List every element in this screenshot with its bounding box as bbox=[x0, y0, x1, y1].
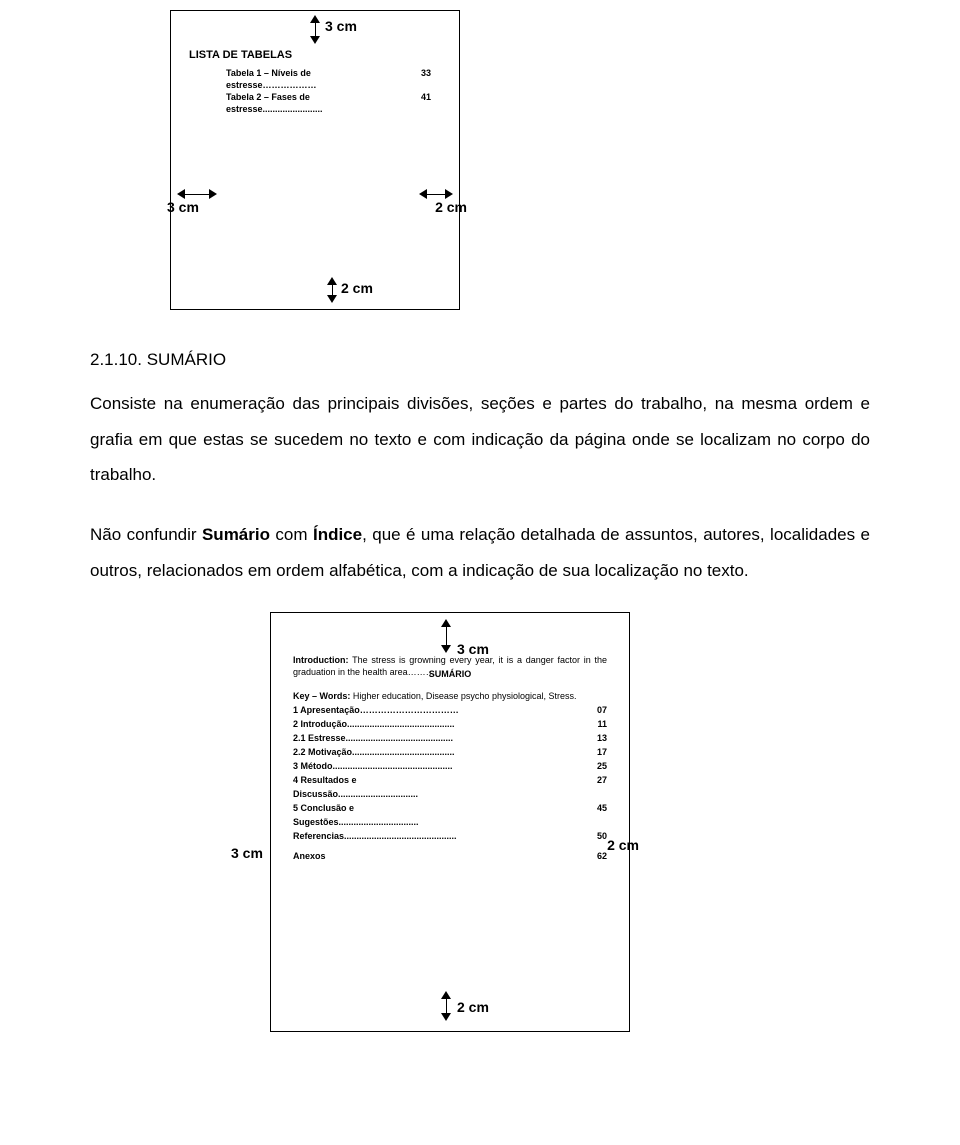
mini-page-content: Introduction: The stress is growning eve… bbox=[293, 655, 607, 863]
toc-row: Discussão...............................… bbox=[293, 788, 607, 802]
toc-label: 2.1 Estresse............................… bbox=[293, 732, 583, 746]
top-margin-label: 3 cm bbox=[325, 18, 357, 34]
table-row: estresse........................ bbox=[226, 103, 431, 116]
mini-table: Tabela 1 – Níveis de 33 estresse……………… T… bbox=[226, 67, 434, 115]
bottom-margin-label: 2 cm bbox=[457, 999, 489, 1015]
toc-row: 3 Método................................… bbox=[293, 760, 607, 774]
intro-label: Introduction: bbox=[293, 655, 349, 665]
table-row-left: estresse........................ bbox=[226, 103, 431, 116]
toc-label: 1 Apresentação…………………………… bbox=[293, 704, 583, 718]
toc-label: Discussão...............................… bbox=[293, 788, 607, 802]
text: com bbox=[270, 525, 313, 544]
mini-page-lista-tabelas: 3 cm LISTA DE TABELAS Tabela 1 – Níveis … bbox=[170, 10, 460, 310]
top-margin-arrow bbox=[310, 15, 320, 44]
toc-page: 07 bbox=[583, 704, 607, 718]
toc-page: 17 bbox=[583, 746, 607, 760]
bottom-margin-arrow bbox=[327, 277, 337, 303]
toc-label: 3 Método................................… bbox=[293, 760, 583, 774]
toc-label: 5 Conclusão e bbox=[293, 802, 463, 816]
document-page: 3 cm LISTA DE TABELAS Tabela 1 – Níveis … bbox=[0, 0, 960, 1112]
right-margin-arrow bbox=[419, 189, 453, 199]
term-indice: Índice bbox=[313, 525, 362, 544]
right-margin-label: 2 cm bbox=[435, 199, 467, 215]
toc-page: 62 bbox=[583, 850, 607, 864]
bottom-margin-arrow bbox=[441, 991, 451, 1021]
mini-page-sumario: 3 cm Introduction: The stress is grownin… bbox=[270, 612, 630, 1032]
left-margin-label: 3 cm bbox=[167, 199, 199, 215]
keywords-text: Key – Words: Higher education, Disease p… bbox=[293, 691, 607, 702]
right-margin-label: 2 cm bbox=[607, 837, 639, 853]
toc-row: 1 Apresentação……………………………07 bbox=[293, 704, 607, 718]
toc-page: 45 bbox=[583, 802, 607, 816]
toc-label: 2.2 Motivação...........................… bbox=[293, 746, 583, 760]
term-sumario: Sumário bbox=[202, 525, 270, 544]
toc-row: Sugestões...............................… bbox=[293, 816, 607, 830]
toc-page: 50 bbox=[583, 830, 607, 844]
table-row: estresse……………… bbox=[226, 79, 431, 92]
section-heading: 2.1.10. SUMÁRIO bbox=[90, 350, 870, 370]
bottom-margin-label: 2 cm bbox=[341, 280, 373, 296]
toc-page: 13 bbox=[583, 732, 607, 746]
toc-row: Referencias.............................… bbox=[293, 830, 607, 844]
left-margin-arrow bbox=[177, 189, 217, 199]
keywords-label: Key – Words: bbox=[293, 691, 350, 701]
toc-row: 2.1 Estresse............................… bbox=[293, 732, 607, 746]
toc-page: 11 bbox=[583, 718, 607, 732]
toc-page: 25 bbox=[583, 760, 607, 774]
toc-label: 4 Resultados e bbox=[293, 774, 463, 788]
toc: 1 Apresentação……………………………07 2 Introdução… bbox=[293, 704, 607, 863]
top-margin-arrow bbox=[441, 619, 451, 653]
toc-label: 2 Introdução............................… bbox=[293, 718, 583, 732]
body-paragraph: Não confundir Sumário com Índice, que é … bbox=[90, 517, 870, 588]
toc-row: 5 Conclusão e 45 bbox=[293, 802, 607, 816]
toc-row: 4 Resultados e 27 bbox=[293, 774, 607, 788]
mini-page-title: LISTA DE TABELAS bbox=[189, 49, 459, 61]
toc-label: Anexos bbox=[293, 850, 583, 864]
body-paragraph: Consiste na enumeração das principais di… bbox=[90, 386, 870, 493]
toc-label: Referencias.............................… bbox=[293, 830, 583, 844]
left-margin-label: 3 cm bbox=[231, 845, 263, 861]
toc-page: 27 bbox=[583, 774, 607, 788]
toc-row: 2 Introdução............................… bbox=[293, 718, 607, 732]
table-row-left: estresse……………… bbox=[226, 79, 431, 92]
keywords-body: Higher education, Disease psycho physiol… bbox=[350, 691, 576, 701]
toc-label: Sugestões...............................… bbox=[293, 816, 607, 830]
text: Não confundir bbox=[90, 525, 202, 544]
toc-row: 2.2 Motivação...........................… bbox=[293, 746, 607, 760]
toc-row: Anexos62 bbox=[293, 850, 607, 864]
